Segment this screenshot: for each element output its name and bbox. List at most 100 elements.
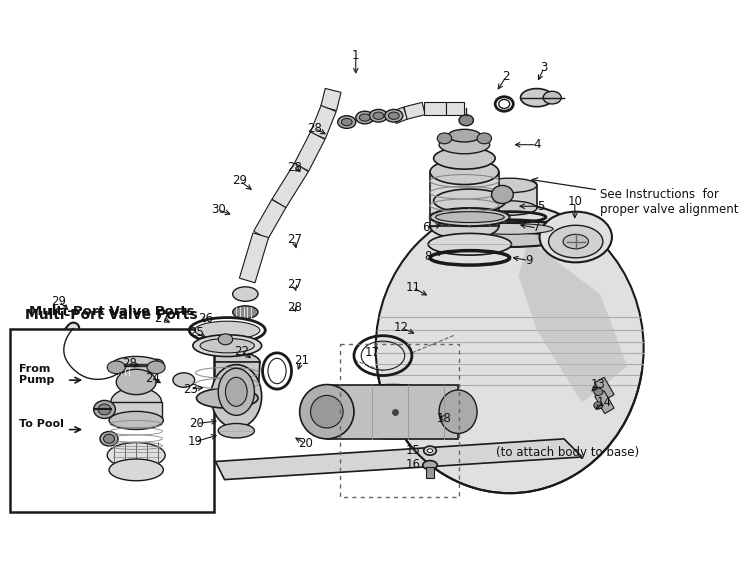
Ellipse shape	[483, 201, 537, 215]
Text: 5: 5	[537, 200, 544, 213]
Ellipse shape	[548, 225, 603, 258]
Ellipse shape	[369, 109, 387, 122]
Ellipse shape	[109, 459, 163, 481]
Ellipse shape	[341, 119, 352, 126]
Ellipse shape	[200, 339, 254, 353]
Text: 4: 4	[533, 138, 541, 151]
Text: 23: 23	[183, 382, 198, 396]
Ellipse shape	[173, 373, 195, 387]
Ellipse shape	[356, 111, 374, 124]
Polygon shape	[327, 385, 458, 439]
Polygon shape	[423, 102, 446, 115]
Ellipse shape	[132, 360, 150, 373]
Ellipse shape	[108, 361, 126, 374]
Ellipse shape	[100, 431, 118, 446]
Ellipse shape	[460, 233, 559, 247]
Ellipse shape	[111, 388, 162, 417]
Ellipse shape	[373, 112, 384, 119]
Ellipse shape	[388, 112, 399, 119]
Text: 16: 16	[405, 458, 420, 471]
Ellipse shape	[427, 449, 432, 453]
Polygon shape	[404, 103, 425, 119]
Ellipse shape	[114, 362, 136, 376]
Text: 24: 24	[144, 372, 159, 385]
Text: 17: 17	[365, 347, 380, 360]
Ellipse shape	[477, 133, 492, 144]
Ellipse shape	[218, 424, 254, 438]
Polygon shape	[239, 233, 268, 283]
Ellipse shape	[543, 91, 561, 104]
Ellipse shape	[459, 220, 560, 238]
Text: 20: 20	[189, 417, 204, 430]
Text: 18: 18	[437, 412, 452, 425]
Ellipse shape	[430, 214, 499, 239]
Ellipse shape	[195, 351, 260, 373]
Ellipse shape	[311, 396, 343, 428]
Text: 27: 27	[287, 233, 302, 246]
Text: See Instructions  for
proper valve alignment: See Instructions for proper valve alignm…	[600, 188, 738, 216]
Ellipse shape	[437, 133, 452, 144]
Text: 9: 9	[525, 254, 532, 267]
Ellipse shape	[423, 446, 436, 455]
Ellipse shape	[435, 211, 505, 222]
Text: (to attach body to base): (to attach body to base)	[496, 446, 639, 459]
Ellipse shape	[434, 148, 495, 169]
Text: 12: 12	[393, 321, 408, 334]
Ellipse shape	[94, 400, 115, 418]
Polygon shape	[272, 163, 308, 208]
Ellipse shape	[236, 325, 254, 336]
Text: 25: 25	[189, 327, 204, 340]
Text: 29: 29	[232, 174, 247, 188]
Bar	[483, 185, 537, 208]
Polygon shape	[311, 105, 336, 139]
Ellipse shape	[211, 365, 262, 428]
Bar	[595, 391, 614, 414]
Ellipse shape	[232, 287, 258, 302]
Ellipse shape	[563, 234, 588, 249]
Ellipse shape	[104, 434, 114, 443]
Text: 27: 27	[287, 279, 302, 291]
Text: 10: 10	[568, 196, 582, 208]
Ellipse shape	[428, 233, 511, 255]
Ellipse shape	[376, 203, 644, 493]
Ellipse shape	[594, 388, 603, 396]
Ellipse shape	[338, 116, 356, 128]
Polygon shape	[519, 240, 627, 402]
Text: 7: 7	[533, 222, 541, 234]
Text: 15: 15	[405, 444, 420, 457]
Ellipse shape	[99, 404, 111, 415]
Ellipse shape	[385, 109, 403, 122]
Ellipse shape	[108, 442, 165, 468]
Text: 14: 14	[596, 396, 611, 409]
Ellipse shape	[109, 412, 163, 429]
Ellipse shape	[147, 361, 165, 374]
Text: 28: 28	[287, 161, 302, 174]
Text: 13: 13	[591, 378, 606, 391]
Ellipse shape	[117, 369, 156, 394]
Polygon shape	[111, 402, 162, 421]
Text: Multi-Port Valve Ports: Multi-Port Valve Ports	[26, 308, 198, 321]
Text: To Pool: To Pool	[19, 419, 63, 429]
Polygon shape	[253, 200, 286, 239]
Text: 22: 22	[234, 345, 249, 357]
Text: 20: 20	[298, 437, 313, 450]
Text: 21: 21	[294, 353, 309, 367]
Polygon shape	[430, 172, 499, 226]
Ellipse shape	[423, 461, 437, 470]
Ellipse shape	[359, 114, 370, 121]
Text: 26: 26	[198, 312, 213, 325]
Ellipse shape	[299, 385, 354, 439]
Text: 19: 19	[188, 435, 203, 448]
Text: 28: 28	[287, 301, 302, 314]
Text: 29: 29	[51, 295, 66, 308]
Polygon shape	[294, 132, 325, 171]
Ellipse shape	[434, 189, 506, 213]
Ellipse shape	[111, 356, 162, 374]
Text: 1: 1	[352, 50, 359, 63]
Ellipse shape	[520, 88, 553, 107]
Text: 28: 28	[122, 357, 137, 370]
Bar	[426, 467, 434, 478]
Text: 28: 28	[308, 122, 323, 135]
Ellipse shape	[430, 208, 510, 226]
Ellipse shape	[459, 115, 474, 126]
